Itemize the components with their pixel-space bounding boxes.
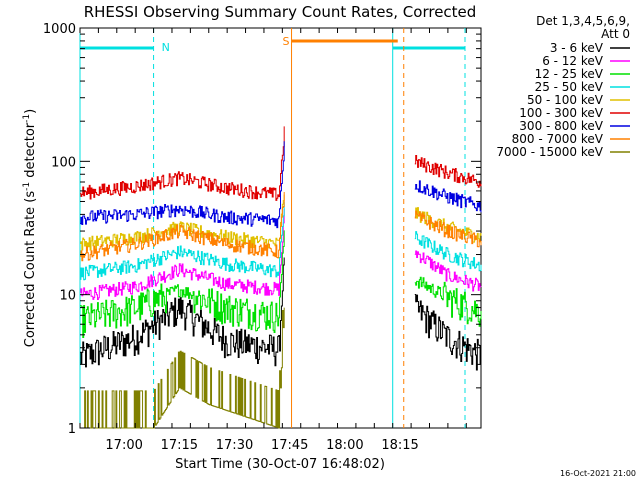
legend-label: 100 - 300 keV bbox=[519, 106, 603, 120]
series-line-8-seg1 bbox=[80, 191, 285, 262]
y-tick-label: 1 bbox=[68, 422, 76, 437]
series-line-9-seg1 bbox=[80, 307, 285, 429]
series-line-1-seg2 bbox=[414, 293, 482, 371]
night-label: N bbox=[162, 41, 170, 54]
footer-timestamp: 16-Oct-2021 21:00 bbox=[560, 469, 636, 478]
y-tick-label: 100 bbox=[51, 155, 76, 170]
legend-label: 6 - 12 keV bbox=[542, 54, 604, 68]
x-tick-label: 18:15 bbox=[381, 438, 418, 453]
x-axis-label: Start Time (30-Oct-07 16:48:02) bbox=[175, 457, 385, 472]
series-line-2-seg1 bbox=[80, 208, 285, 300]
x-tick-label: 18:00 bbox=[326, 438, 363, 453]
series-line-7-seg2 bbox=[414, 180, 482, 213]
series-line-7-seg1 bbox=[80, 141, 285, 229]
legend-label: 12 - 25 keV bbox=[535, 67, 604, 81]
series-line-3-seg2 bbox=[414, 276, 482, 327]
series-line-3-seg1 bbox=[80, 230, 285, 338]
x-tick-label: 17:15 bbox=[161, 438, 198, 453]
legend-header-1: Det 1,3,4,5,6,9, bbox=[536, 14, 630, 28]
legend-label: 7000 - 15000 keV bbox=[496, 145, 603, 159]
legend-header-2: Att 0 bbox=[601, 27, 630, 41]
legend-label: 25 - 50 keV bbox=[535, 80, 604, 94]
x-tick-label: 17:45 bbox=[271, 438, 308, 453]
series-line-1-seg1 bbox=[80, 257, 285, 368]
chart-title: RHESSI Observing Summary Count Rates, Co… bbox=[84, 3, 477, 21]
saa-label: S bbox=[283, 35, 290, 48]
series-group bbox=[80, 126, 482, 429]
series-line-2-seg2 bbox=[414, 250, 482, 292]
x-tick-label: 17:00 bbox=[105, 438, 142, 453]
axes-group: 1 10 100 1000 17:00 17:15 17:30 17:45 18:00 18:15 bbox=[43, 22, 481, 453]
y-tick-label: 10 bbox=[59, 289, 76, 304]
series-line-6-seg1 bbox=[80, 126, 285, 201]
y-axis-label: Corrected Count Rate (s-1 detector-1) bbox=[22, 109, 38, 347]
series-line-4-seg2 bbox=[414, 231, 482, 272]
series-line-4-seg1 bbox=[80, 201, 285, 281]
legend-label: 3 - 6 keV bbox=[550, 41, 604, 55]
legend-label: 300 - 800 keV bbox=[519, 119, 603, 133]
legend-label: 50 - 100 keV bbox=[527, 93, 604, 107]
series-line-8-seg2 bbox=[414, 210, 482, 248]
series-line-6-seg2 bbox=[414, 154, 482, 188]
y-tick-label: 1000 bbox=[43, 22, 76, 37]
x-tick-label: 17:30 bbox=[216, 438, 253, 453]
legend-label: 800 - 7000 keV bbox=[512, 132, 604, 146]
